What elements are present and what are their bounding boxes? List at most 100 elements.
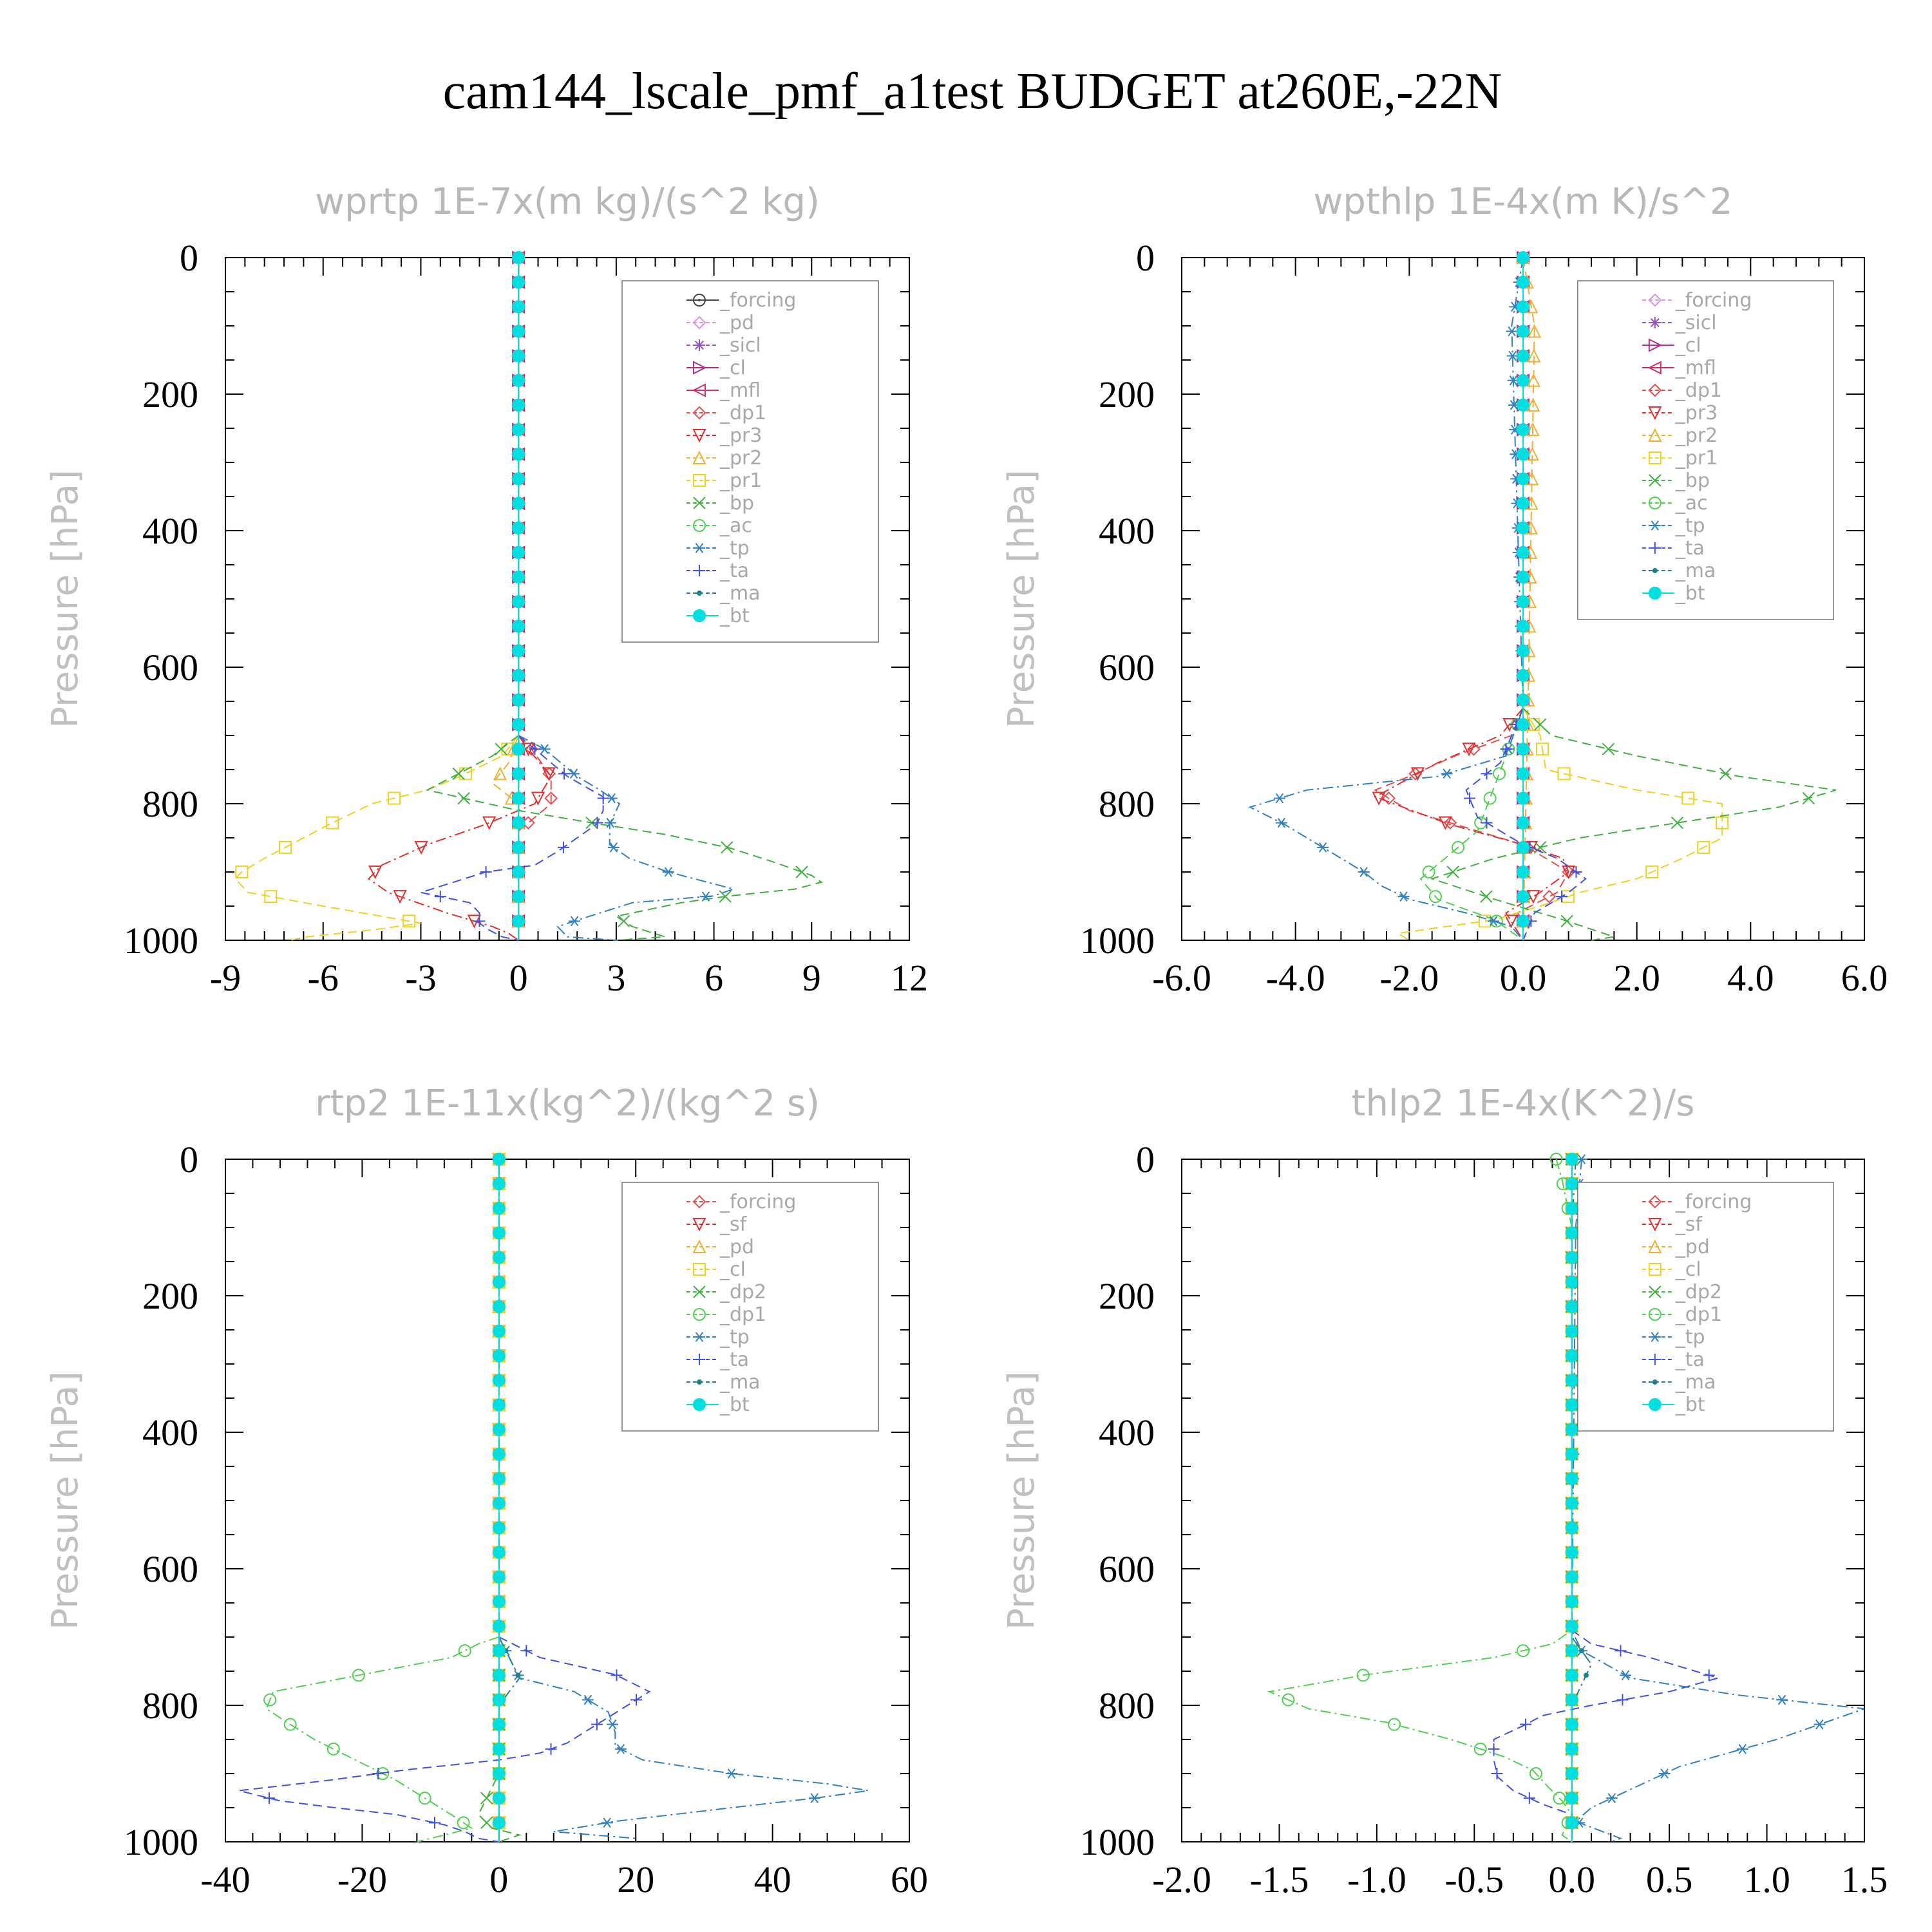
- legend-box: [1577, 280, 1835, 620]
- series-marker: [1452, 840, 1465, 854]
- series-marker: [719, 890, 732, 903]
- series-line: [518, 735, 552, 940]
- series-marker: [263, 1792, 275, 1804]
- series-marker: [512, 325, 526, 338]
- series-marker: [1565, 1742, 1578, 1756]
- series-marker: [1570, 866, 1582, 878]
- panel-3: rtp2 1E-11x(kg^2)/(kg^2 s) Pressure [hPa]…: [44, 1083, 928, 1900]
- y-tick-label: 1000: [124, 920, 198, 961]
- series-marker: [492, 1447, 506, 1461]
- legend-label: _ma: [719, 1371, 761, 1394]
- legend-marker: [693, 1332, 705, 1342]
- series-marker: [512, 571, 526, 584]
- series-marker: [1565, 1202, 1578, 1215]
- series-marker: [1517, 743, 1530, 756]
- series-bt: [512, 251, 526, 940]
- legend-label: _pd: [719, 1236, 754, 1258]
- legend-marker: [692, 429, 706, 443]
- legend-label: _pr1: [719, 469, 762, 492]
- series-marker: [1517, 521, 1530, 535]
- legend-label: _tp: [1675, 1326, 1705, 1349]
- series-marker: [1517, 816, 1530, 829]
- legend-label: _forcing: [719, 289, 796, 312]
- series-marker: [1565, 1816, 1578, 1830]
- series-marker: [1560, 914, 1573, 928]
- series-marker: [1488, 916, 1500, 927]
- series-marker: [235, 866, 249, 878]
- series-marker: [1565, 1497, 1578, 1510]
- series-marker: [492, 1693, 506, 1707]
- series-line: [1373, 707, 1569, 941]
- series-marker: [512, 472, 526, 486]
- x-tick-label: 60: [891, 1859, 928, 1900]
- panel-4: thlp2 1E-4x(K^2)/s Pressure [hPa] 0 200 400 6…: [1001, 1083, 1888, 1900]
- y-tick-label: 0: [180, 1139, 198, 1180]
- series-marker: [795, 866, 808, 878]
- series-marker: [1583, 1672, 1589, 1678]
- series-ta: [1488, 1629, 1721, 1842]
- legend: _forcing_sicl_cl_mfl_dp1_pr3_pr2_pr1_bp_…: [1577, 280, 1835, 620]
- series-marker: [1506, 350, 1519, 361]
- series-marker: [1719, 767, 1732, 781]
- legend-marker: [1648, 1308, 1662, 1321]
- legend-marker: [693, 497, 706, 509]
- y-tick-label: 200: [142, 374, 198, 415]
- series-marker: [492, 1349, 506, 1363]
- legend-marker: [1648, 1195, 1662, 1209]
- series-marker: [1517, 693, 1530, 706]
- legend-marker: [1648, 293, 1662, 307]
- series-marker: [452, 767, 465, 781]
- series-pr1: [234, 735, 519, 941]
- series-marker: [1565, 1669, 1578, 1682]
- series-marker: [512, 620, 526, 633]
- legend-marker: [1649, 317, 1661, 328]
- series-marker: [512, 644, 526, 658]
- series-marker: [492, 1521, 506, 1535]
- figure-title: cam144_lscale_pmf_a1test BUDGET at260E,-…: [443, 63, 1502, 120]
- series-marker: [1565, 1693, 1578, 1707]
- x-tick-label: 1.5: [1841, 1859, 1888, 1900]
- series-line: [234, 735, 519, 941]
- series-marker: [1565, 1325, 1578, 1338]
- series-marker: [1565, 1226, 1578, 1240]
- series-marker: [1504, 914, 1519, 929]
- series-marker: [1671, 816, 1684, 829]
- series-marker: [721, 841, 734, 854]
- series-marker: [1387, 1718, 1401, 1731]
- legend-marker: [1649, 1332, 1661, 1342]
- legend-label: _cl: [1675, 1258, 1701, 1281]
- legend-label: _ta: [1675, 537, 1705, 560]
- series-marker: [1645, 866, 1659, 878]
- series-marker: [1463, 792, 1475, 804]
- y-axis-label: Pressure [hPa]: [44, 1371, 86, 1630]
- series-marker: [495, 743, 507, 755]
- legend-marker: [692, 1263, 706, 1276]
- series-marker: [512, 595, 526, 609]
- series-marker: [662, 867, 674, 877]
- x-tick-label: -6.0: [1152, 957, 1211, 999]
- series-marker: [1602, 743, 1615, 755]
- y-tick-label: 600: [142, 1548, 198, 1590]
- series-marker: [264, 890, 278, 904]
- series-marker: [1565, 1620, 1578, 1633]
- legend-marker: [1648, 428, 1662, 442]
- series-marker: [1517, 497, 1530, 510]
- legend-label: _dp1: [1675, 379, 1722, 402]
- series-marker: [1565, 1177, 1578, 1191]
- legend-label: _tp: [719, 1326, 750, 1349]
- series-line: [1465, 708, 1587, 941]
- legend-label: _bt: [719, 1394, 750, 1416]
- series-marker: [558, 768, 570, 780]
- series-marker: [492, 1669, 506, 1682]
- series-marker: [515, 1672, 521, 1678]
- series-marker: [557, 841, 569, 853]
- series-marker: [1446, 866, 1459, 878]
- series-marker: [492, 1718, 506, 1731]
- legend-label: _cl: [719, 1258, 746, 1281]
- series-marker: [1517, 276, 1530, 289]
- legend-marker: [693, 339, 705, 351]
- legend-label: _bt: [1675, 582, 1705, 605]
- series-marker: [368, 866, 383, 880]
- series-marker: [1517, 595, 1530, 609]
- panel-title: wprtp 1E-7x(m kg)/(s^2 kg): [315, 181, 820, 223]
